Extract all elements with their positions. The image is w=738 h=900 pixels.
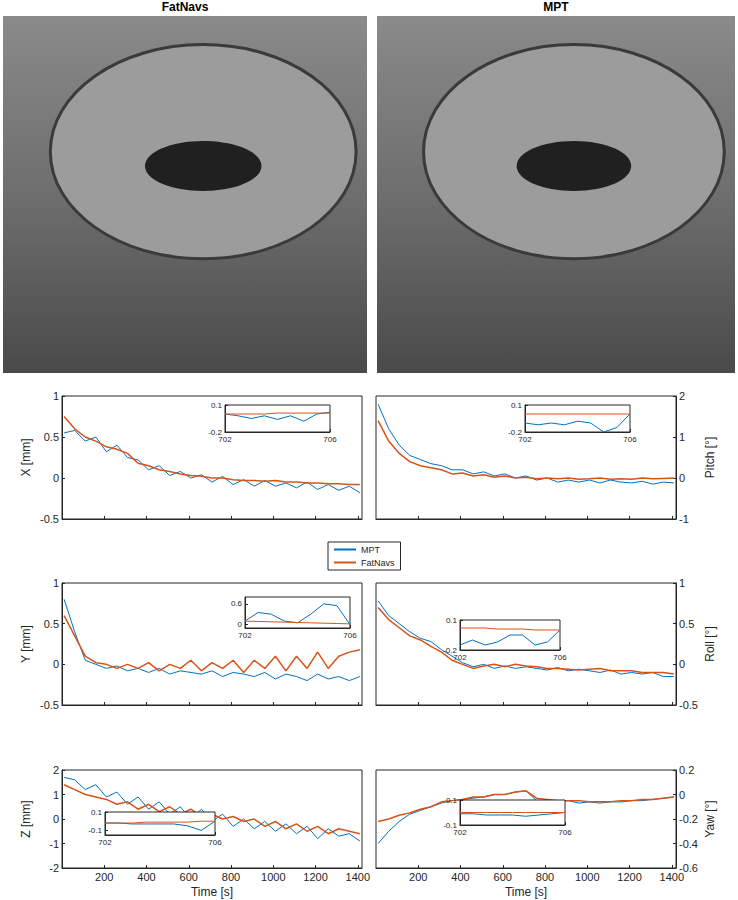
svg-text:Y [mm]: Y [mm] bbox=[19, 625, 33, 663]
svg-text:0: 0 bbox=[679, 789, 685, 801]
svg-text:600: 600 bbox=[494, 871, 512, 883]
svg-text:200: 200 bbox=[409, 871, 427, 883]
svg-text:-0.2: -0.2 bbox=[443, 645, 457, 655]
svg-text:0: 0 bbox=[238, 620, 243, 629]
svg-text:706: 706 bbox=[343, 631, 357, 640]
svg-text:1: 1 bbox=[53, 789, 59, 801]
svg-text:1: 1 bbox=[53, 390, 59, 402]
svg-text:0.2: 0.2 bbox=[679, 764, 694, 776]
svg-text:400: 400 bbox=[137, 871, 155, 883]
svg-text:MPT: MPT bbox=[361, 545, 381, 555]
svg-text:800: 800 bbox=[222, 871, 240, 883]
svg-text:1: 1 bbox=[679, 431, 685, 443]
svg-text:0.1: 0.1 bbox=[446, 616, 458, 625]
svg-text:FatNavs: FatNavs bbox=[361, 558, 395, 568]
svg-text:2: 2 bbox=[679, 390, 685, 402]
svg-text:Yaw [°]: Yaw [°] bbox=[703, 800, 717, 837]
svg-text:-0.1: -0.1 bbox=[88, 826, 102, 835]
svg-text:706: 706 bbox=[623, 435, 637, 444]
svg-text:Time [s]: Time [s] bbox=[191, 885, 233, 899]
svg-text:1400: 1400 bbox=[660, 871, 684, 883]
svg-text:Z [mm]: Z [mm] bbox=[19, 800, 33, 837]
svg-text:702: 702 bbox=[518, 435, 532, 444]
svg-text:706: 706 bbox=[208, 838, 222, 847]
svg-text:Time [s]: Time [s] bbox=[505, 885, 547, 899]
svg-text:706: 706 bbox=[558, 828, 572, 837]
svg-text:0: 0 bbox=[53, 658, 59, 670]
svg-text:-0.5: -0.5 bbox=[679, 699, 698, 711]
svg-text:Roll [°]: Roll [°] bbox=[703, 626, 717, 661]
svg-text:0.6: 0.6 bbox=[231, 599, 243, 608]
svg-text:0.5: 0.5 bbox=[44, 431, 59, 443]
svg-text:-0.4: -0.4 bbox=[679, 838, 698, 850]
svg-text:702: 702 bbox=[453, 828, 467, 837]
svg-text:0: 0 bbox=[53, 813, 59, 825]
svg-text:-0.1: -0.1 bbox=[443, 820, 457, 830]
svg-text:-0.2: -0.2 bbox=[208, 427, 222, 437]
svg-text:0.1: 0.1 bbox=[211, 401, 223, 410]
svg-text:1000: 1000 bbox=[575, 871, 599, 883]
svg-text:FatNavs: FatNavs bbox=[162, 0, 209, 14]
svg-text:-0.2: -0.2 bbox=[508, 427, 522, 437]
svg-text:1: 1 bbox=[679, 577, 685, 589]
svg-text:1200: 1200 bbox=[303, 871, 327, 883]
svg-text:-1: -1 bbox=[49, 838, 59, 850]
svg-text:400: 400 bbox=[451, 871, 469, 883]
svg-text:-0.2: -0.2 bbox=[679, 813, 698, 825]
svg-text:0: 0 bbox=[679, 658, 685, 670]
svg-text:1400: 1400 bbox=[346, 871, 370, 883]
svg-text:-0.5: -0.5 bbox=[40, 699, 59, 711]
svg-text:2: 2 bbox=[53, 764, 59, 776]
svg-text:706: 706 bbox=[323, 435, 337, 444]
svg-text:706: 706 bbox=[553, 653, 567, 662]
svg-text:800: 800 bbox=[536, 871, 554, 883]
svg-text:0.1: 0.1 bbox=[511, 401, 523, 410]
svg-text:0: 0 bbox=[679, 472, 685, 484]
svg-text:0.5: 0.5 bbox=[44, 618, 59, 630]
svg-text:0.5: 0.5 bbox=[679, 618, 694, 630]
svg-text:702: 702 bbox=[218, 435, 232, 444]
svg-text:0.1: 0.1 bbox=[446, 796, 458, 805]
svg-text:Pitch [°]: Pitch [°] bbox=[703, 437, 717, 478]
svg-text:200: 200 bbox=[95, 871, 113, 883]
svg-text:-0.6: -0.6 bbox=[679, 862, 698, 874]
svg-text:-1: -1 bbox=[679, 513, 689, 525]
svg-text:MPT: MPT bbox=[543, 0, 569, 14]
svg-text:-0.5: -0.5 bbox=[40, 513, 59, 525]
svg-text:-2: -2 bbox=[49, 862, 59, 874]
svg-text:702: 702 bbox=[238, 631, 252, 640]
svg-text:702: 702 bbox=[453, 653, 467, 662]
svg-text:702: 702 bbox=[98, 838, 112, 847]
svg-text:0: 0 bbox=[53, 472, 59, 484]
svg-text:0.1: 0.1 bbox=[91, 808, 103, 817]
svg-text:1000: 1000 bbox=[261, 871, 285, 883]
svg-text:1: 1 bbox=[53, 577, 59, 589]
svg-text:600: 600 bbox=[180, 871, 198, 883]
svg-text:X [mm]: X [mm] bbox=[19, 439, 33, 477]
svg-text:1200: 1200 bbox=[617, 871, 641, 883]
